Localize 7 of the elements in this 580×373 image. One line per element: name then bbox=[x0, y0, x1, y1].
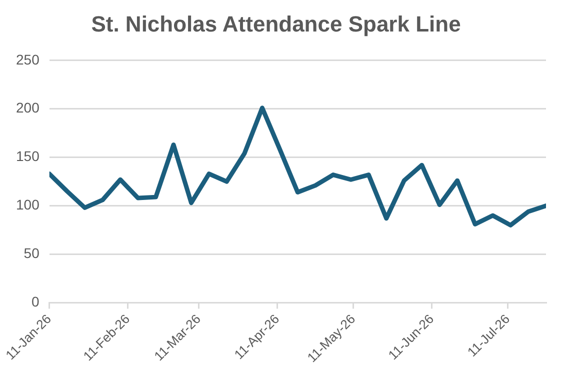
chart-title: St. Nicholas Attendance Spark Line bbox=[91, 11, 461, 36]
y-tick-label: 50 bbox=[24, 245, 40, 262]
y-tick-label: 0 bbox=[32, 294, 40, 310]
y-tick-label: 100 bbox=[16, 196, 40, 213]
y-tick-label: 150 bbox=[16, 148, 40, 164]
y-tick-label: 250 bbox=[16, 51, 40, 68]
y-tick-label: 200 bbox=[16, 100, 40, 116]
